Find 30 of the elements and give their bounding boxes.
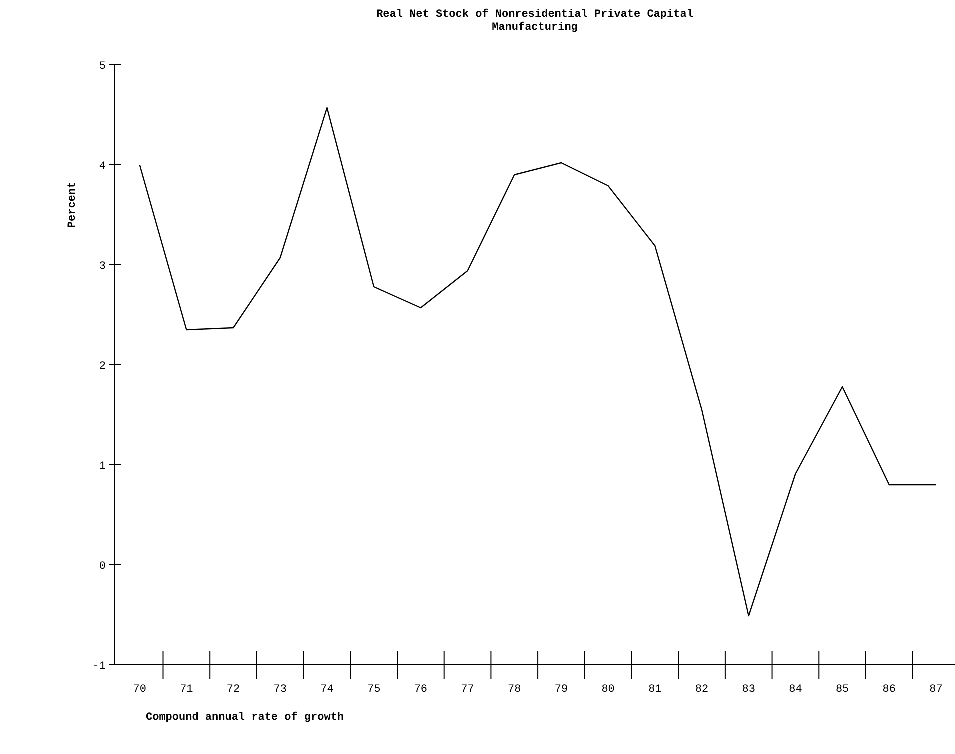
y-axis-title: Percent xyxy=(67,182,79,228)
x-tick-label: 72 xyxy=(226,684,240,696)
x-tick-label: 79 xyxy=(554,684,568,696)
y-tick-label: 3 xyxy=(99,261,106,273)
y-tick-label: 1 xyxy=(99,461,106,473)
chart-title: Real Net Stock of Nonresidential Private Capital xyxy=(376,8,694,21)
line-series xyxy=(139,107,937,617)
x-tick-label: 77 xyxy=(461,684,474,696)
chart-subtitle: Manufacturing xyxy=(492,21,578,34)
y-tick-label: -1 xyxy=(92,661,106,673)
y-tick-label: 2 xyxy=(99,361,106,373)
x-tick-label: 75 xyxy=(367,684,381,696)
x-tick-label: 82 xyxy=(695,684,709,696)
x-tick-label: 74 xyxy=(320,684,334,696)
x-tick-label: 85 xyxy=(836,684,850,696)
x-tick-label: 84 xyxy=(789,684,803,696)
x-tick-label: 73 xyxy=(274,684,287,696)
x-tick-label: 70 xyxy=(133,684,146,696)
x-tick-label: 83 xyxy=(742,684,756,696)
y-tick-label: 4 xyxy=(99,161,106,173)
x-tick-label: 86 xyxy=(882,684,896,696)
y-tick-label: 5 xyxy=(99,61,106,73)
x-tick-label: 87 xyxy=(930,684,943,696)
y-tick-label: 0 xyxy=(99,561,106,573)
x-tick-label: 71 xyxy=(180,684,194,696)
x-tick-label: 81 xyxy=(648,684,662,696)
x-tick-label: 78 xyxy=(508,684,522,696)
text: Compound annual rate of growth xyxy=(146,711,344,724)
x-tick-label: 80 xyxy=(602,684,615,696)
x-tick-label: 76 xyxy=(414,684,428,696)
